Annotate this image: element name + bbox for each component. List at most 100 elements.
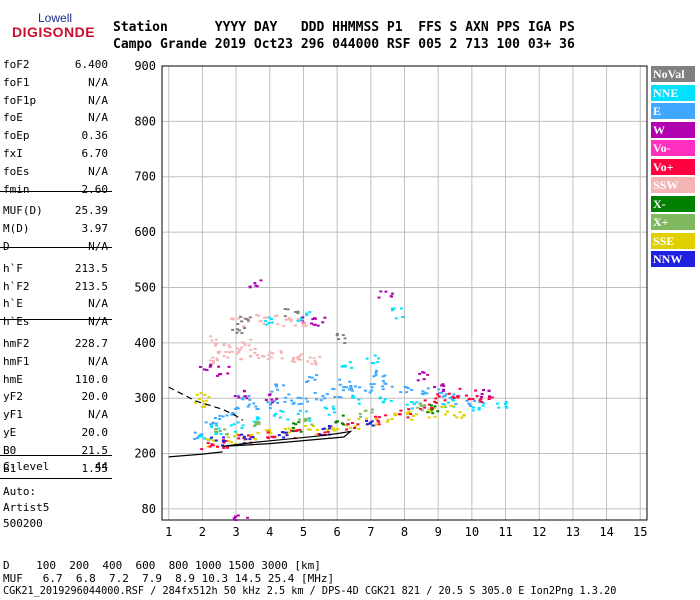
data-point-e bbox=[237, 394, 241, 397]
data-point-nnw bbox=[322, 427, 326, 430]
param-row: foF1p N/A bbox=[0, 94, 112, 112]
data-point-nne bbox=[241, 424, 245, 427]
data-point-e bbox=[421, 393, 425, 396]
x-tick-label: 5 bbox=[300, 525, 307, 539]
data-point-vo- bbox=[346, 423, 350, 426]
data-point-ssw bbox=[247, 344, 251, 347]
data-point-vo- bbox=[376, 419, 380, 422]
param-value: N/A bbox=[88, 297, 108, 311]
data-point-w bbox=[323, 316, 327, 319]
data-point-sse bbox=[440, 406, 444, 409]
footer-distance-row: D 100 200 400 600 800 1000 1500 3000 [km… bbox=[3, 559, 321, 572]
data-point-vo- bbox=[237, 437, 241, 440]
data-point-sse bbox=[264, 429, 268, 432]
data-point-e bbox=[290, 399, 294, 402]
data-point-sse bbox=[414, 413, 418, 416]
data-point-nne bbox=[446, 401, 450, 404]
data-point-ssw bbox=[279, 350, 283, 353]
data-point-e bbox=[196, 436, 200, 439]
legend-item-sse: SSE bbox=[651, 232, 695, 249]
data-point-vo- bbox=[397, 413, 401, 416]
data-point-x- bbox=[304, 419, 308, 422]
data-point-e bbox=[338, 383, 342, 386]
param-row: hmF1 N/A bbox=[0, 355, 112, 373]
data-point-nne bbox=[257, 417, 261, 420]
data-point-nne bbox=[504, 401, 508, 404]
data-point-nne bbox=[389, 399, 393, 402]
param-name: h`F2 bbox=[3, 279, 30, 293]
data-point-ssw bbox=[238, 348, 242, 351]
data-point-vo- bbox=[423, 406, 427, 409]
data-point-sse bbox=[374, 418, 378, 421]
data-point-w bbox=[488, 395, 492, 398]
data-point-nnw bbox=[221, 440, 225, 443]
param-value: 2.60 bbox=[81, 182, 109, 196]
param-value: N/A bbox=[88, 93, 108, 107]
data-point-e bbox=[370, 389, 374, 392]
data-point-e bbox=[308, 376, 312, 379]
data-point-nne bbox=[365, 357, 369, 360]
data-point-nne bbox=[272, 414, 276, 417]
data-point-nne bbox=[217, 427, 221, 430]
data-point-e bbox=[275, 388, 279, 391]
data-point-ssw bbox=[239, 358, 243, 361]
data-point-e bbox=[423, 391, 427, 394]
data-point-e bbox=[266, 401, 270, 404]
data-point-sse bbox=[373, 424, 377, 427]
param-name: hmF1 bbox=[3, 354, 30, 368]
data-point-sse bbox=[331, 428, 335, 431]
data-point-ssw bbox=[265, 316, 269, 319]
data-point-vo- bbox=[350, 422, 354, 425]
data-point-e bbox=[358, 386, 362, 389]
data-point-sse bbox=[443, 413, 447, 416]
data-point-ssw bbox=[246, 317, 250, 320]
data-point-sse bbox=[312, 425, 316, 428]
data-point-vo- bbox=[222, 441, 226, 444]
param-row: foF1 N/A bbox=[0, 76, 112, 94]
data-point-vo- bbox=[200, 448, 204, 451]
param-row: hmF2 228.7 bbox=[0, 337, 112, 355]
data-point-nne bbox=[298, 409, 302, 412]
y-tick-label: 400 bbox=[134, 336, 156, 350]
param-value: N/A bbox=[88, 111, 108, 125]
data-point-w bbox=[487, 390, 491, 393]
data-point-x- bbox=[307, 417, 311, 420]
data-point-ssw bbox=[242, 342, 246, 345]
data-point-nne bbox=[401, 316, 405, 319]
data-point-w bbox=[234, 515, 238, 518]
data-point-sse bbox=[429, 411, 433, 414]
param-divider bbox=[0, 247, 112, 248]
data-point-e bbox=[426, 387, 430, 390]
data-point-e bbox=[234, 407, 238, 410]
data-point-x- bbox=[423, 404, 427, 407]
data-point-x- bbox=[436, 410, 440, 413]
param-name: MUF(D) bbox=[3, 204, 43, 218]
data-point-e bbox=[374, 371, 378, 374]
data-point-w bbox=[246, 516, 250, 519]
data-point-w bbox=[254, 284, 258, 287]
param-row: foEp 0.36 bbox=[0, 129, 112, 147]
x-tick-label: 4 bbox=[266, 525, 273, 539]
param-value: N/A bbox=[88, 354, 108, 368]
profile-dashed-curve bbox=[168, 386, 244, 421]
data-point-w bbox=[321, 321, 325, 324]
data-point-e bbox=[342, 386, 346, 389]
data-point-w bbox=[384, 290, 388, 293]
data-point-nne bbox=[357, 402, 361, 405]
data-point-sse bbox=[432, 407, 436, 410]
data-point-vo- bbox=[407, 408, 411, 411]
data-point-e bbox=[304, 397, 308, 400]
data-point-ssw bbox=[249, 338, 253, 341]
param-name: yE bbox=[3, 425, 17, 439]
header-labels: Station YYYY DAY DDD HHMMSS P1 FFS S AXN… bbox=[113, 20, 575, 35]
data-point-e bbox=[349, 386, 353, 389]
x-tick-label: 7 bbox=[367, 525, 374, 539]
param-name: D bbox=[3, 240, 10, 253]
data-point-nne bbox=[472, 406, 476, 409]
param-value: 213.5 bbox=[74, 261, 108, 275]
legend-item-e: E bbox=[651, 103, 695, 119]
data-point-w bbox=[301, 316, 305, 319]
data-point-x- bbox=[419, 404, 423, 407]
param-value: 21.5 bbox=[81, 443, 109, 457]
data-point-e bbox=[478, 401, 482, 404]
